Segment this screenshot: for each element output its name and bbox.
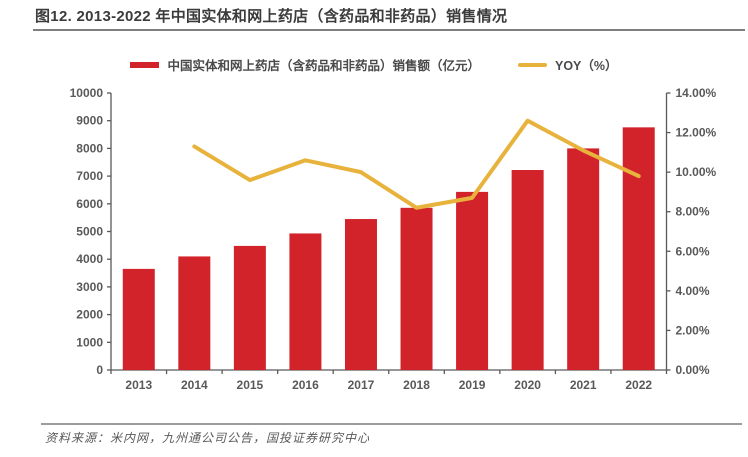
left-axis-label: 3000 (76, 280, 103, 294)
bar-2014 (178, 256, 211, 370)
x-axis-label: 2014 (181, 378, 208, 392)
figure-title: 图12. 2013-2022 年中国实体和网上药店（含药品和非药品）销售情况 (35, 8, 508, 25)
right-axis-label: 8.00% (676, 205, 710, 219)
left-axis-label: 6000 (76, 197, 103, 211)
line-series-swatch-icon (518, 62, 547, 67)
right-axis-label: 10.00% (676, 165, 717, 179)
left-axis-label: 2000 (76, 308, 103, 322)
right-axis-label: 4.00% (676, 284, 710, 298)
bar-2021 (567, 148, 600, 370)
x-axis-label: 2015 (237, 378, 264, 392)
yoy-line (192, 118, 641, 210)
bar-2013 (122, 268, 155, 370)
right-axis-label: 6.00% (676, 244, 710, 258)
chart-legend: 中国实体和网上药店（含药品和非药品）销售额（亿元） YOY（%） (0, 55, 748, 74)
left-axis-label: 10000 (70, 86, 104, 100)
footer-divider (41, 423, 742, 425)
title-divider (33, 29, 745, 31)
x-axis-label: 2022 (625, 378, 652, 392)
right-axis-label: 14.00% (676, 86, 717, 100)
legend-item-sales: 中国实体和网上药店（含药品和非药品）销售额（亿元） (130, 55, 480, 74)
bar-2018 (400, 207, 433, 370)
x-axis-label: 2021 (570, 378, 597, 392)
bar-2020 (511, 170, 544, 370)
x-axis-label: 2017 (348, 378, 375, 392)
bar-2022 (622, 127, 655, 371)
bar-2019 (456, 191, 489, 370)
legend-item-yoy: YOY（%） (518, 55, 618, 74)
bar-2015 (233, 245, 266, 370)
x-axis-label: 2020 (514, 378, 541, 392)
x-axis-label: 2018 (403, 378, 430, 392)
bar-series-swatch-icon (130, 61, 160, 68)
bar-2017 (344, 219, 377, 370)
left-axis-label: 1000 (76, 335, 103, 349)
x-axis-label: 2013 (125, 378, 152, 392)
left-axis-label: 8000 (76, 141, 103, 155)
left-axis-label: 7000 (76, 169, 103, 183)
left-axis-label: 4000 (76, 252, 103, 266)
right-axis-label: 2.00% (676, 323, 710, 337)
bar-2016 (289, 233, 322, 370)
right-axis-label: 0.00% (676, 363, 710, 377)
source-note: 资料来源：米内网，九州通公司公告，国投证券研究中心 (45, 431, 371, 445)
legend-label-sales: 中国实体和网上药店（含药品和非药品）销售额（亿元） (167, 59, 480, 73)
left-axis-label: 0 (96, 363, 103, 377)
x-axis-label: 2016 (292, 378, 319, 392)
left-axis-label: 9000 (76, 114, 103, 128)
x-axis-label: 2019 (459, 378, 486, 392)
right-axis-label: 12.00% (676, 126, 717, 140)
legend-label-yoy: YOY（%） (555, 59, 618, 73)
left-axis-label: 5000 (76, 225, 103, 239)
